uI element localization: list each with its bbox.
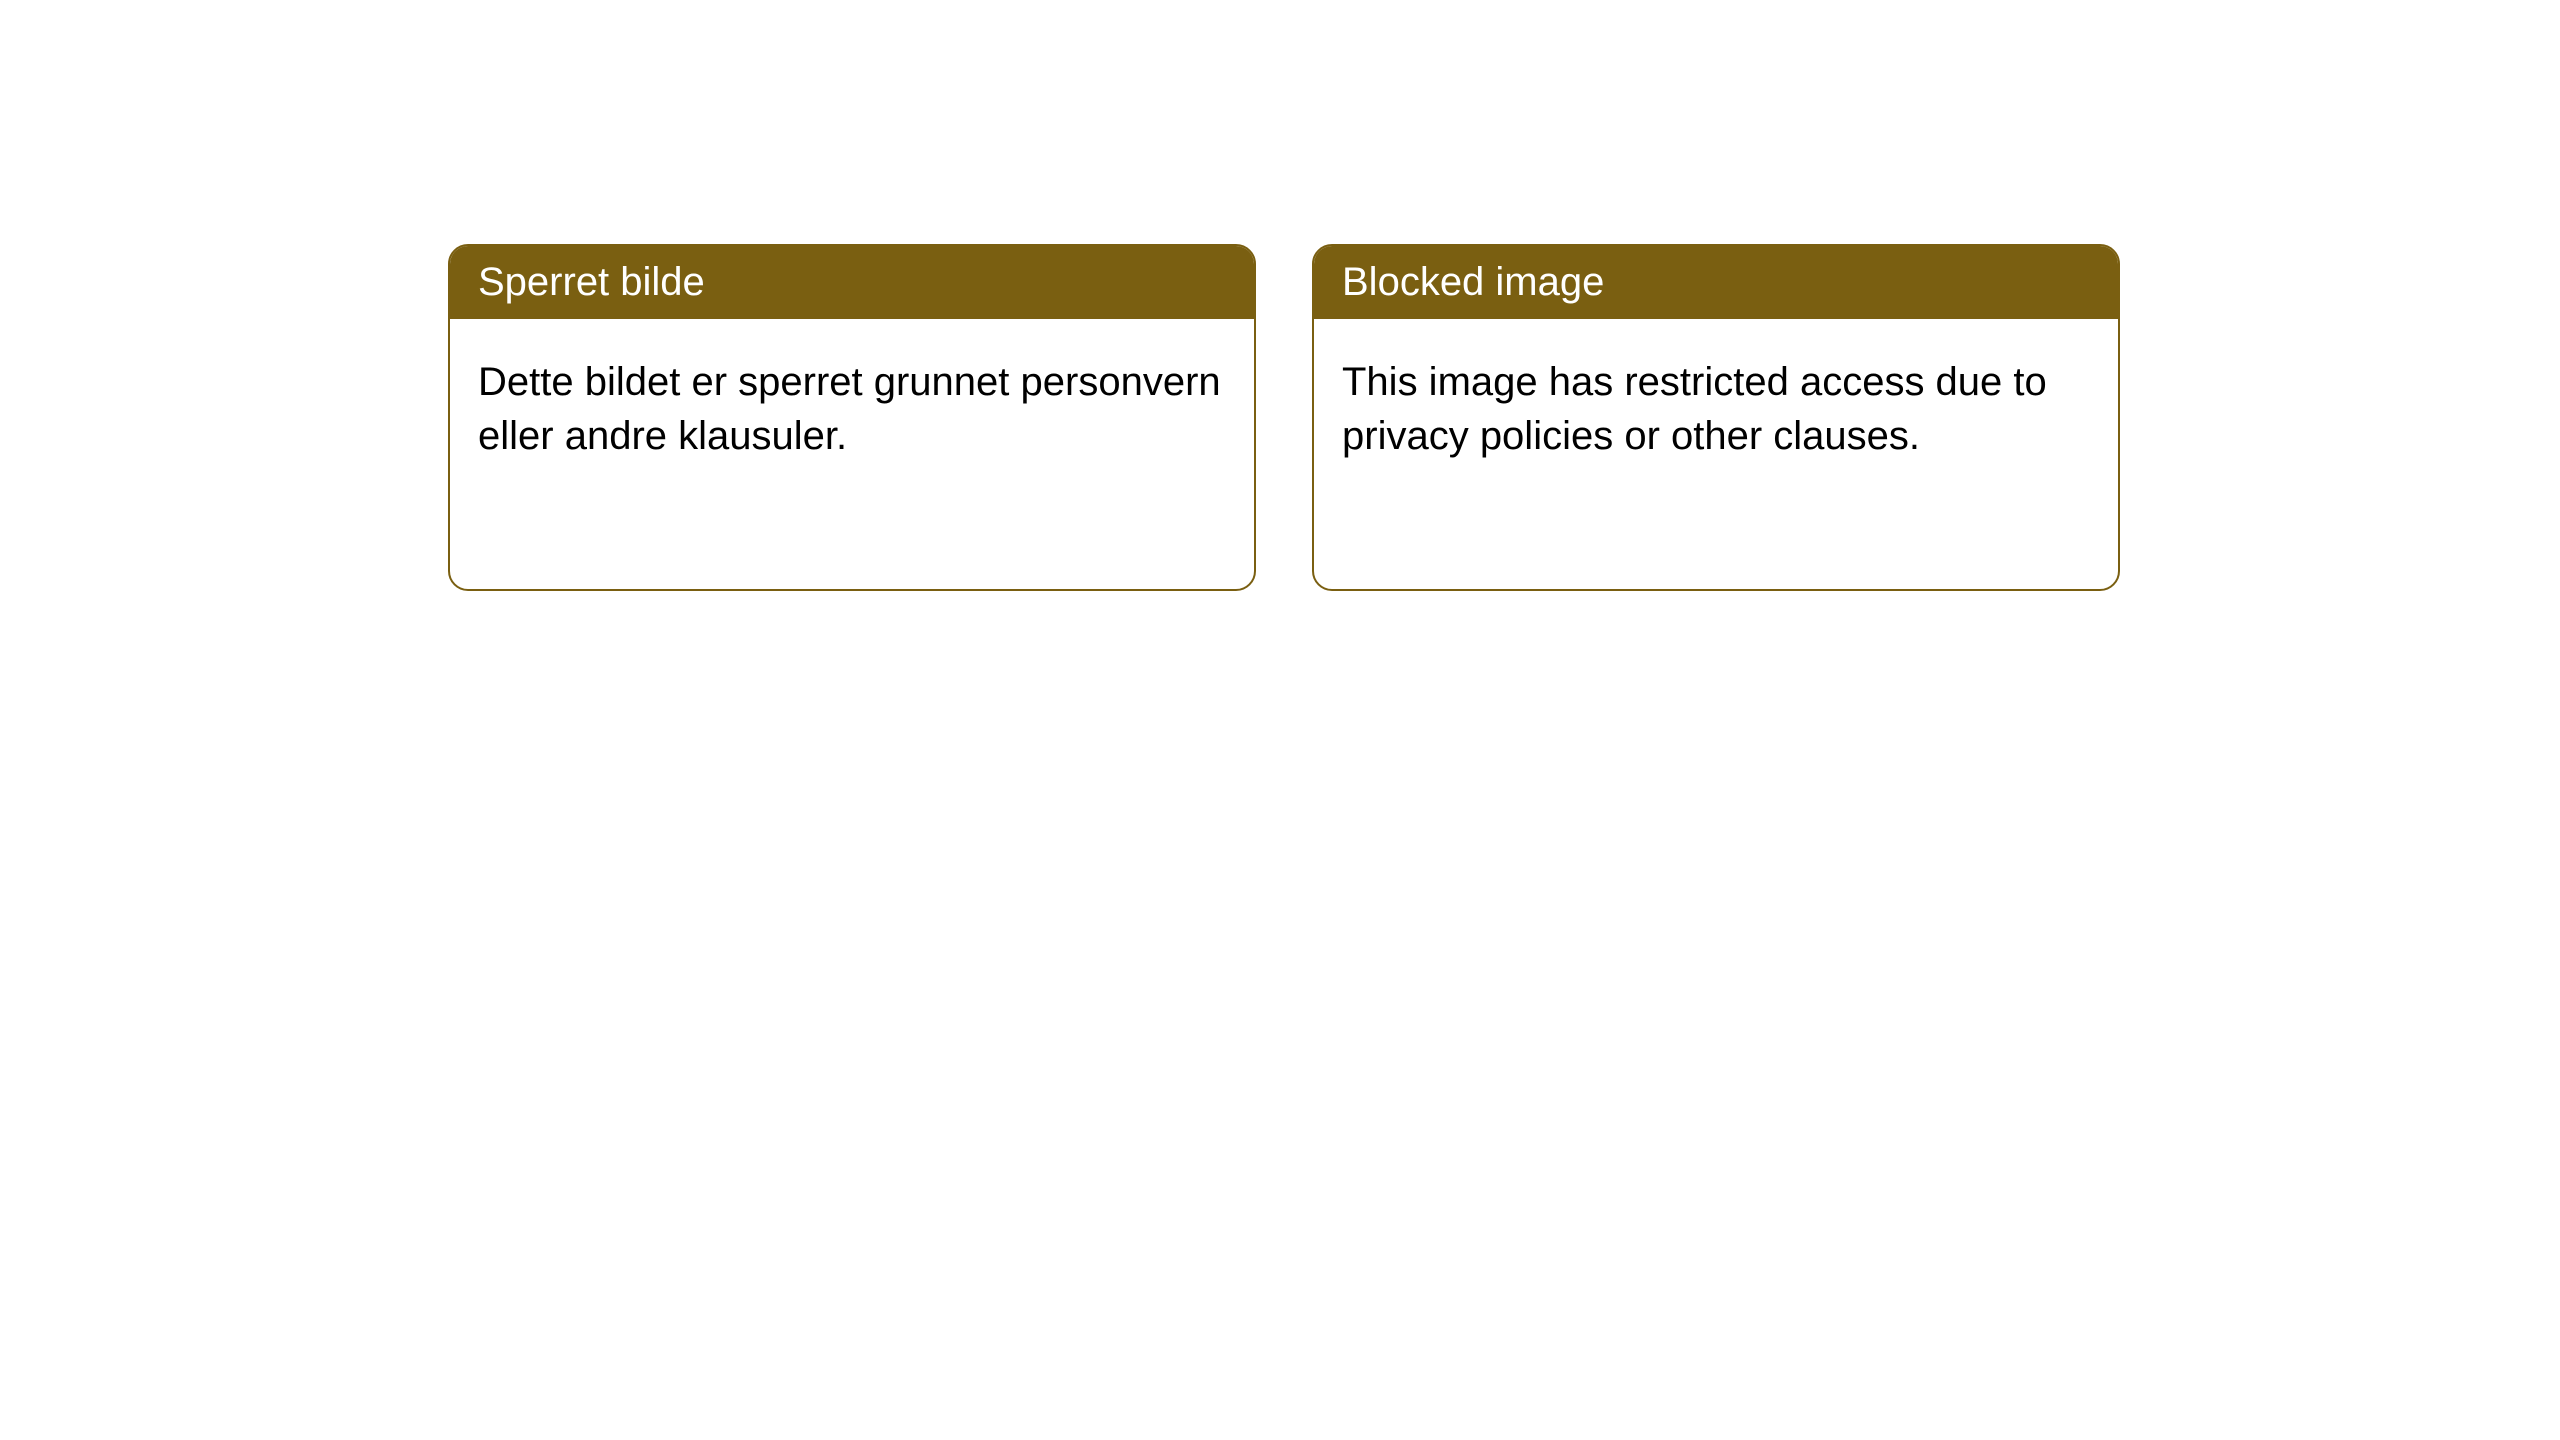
card-title: Sperret bilde [478,260,705,304]
notice-card-english: Blocked image This image has restricted … [1312,244,2120,591]
card-body-text: Dette bildet er sperret grunnet personve… [478,360,1221,458]
card-header: Blocked image [1314,246,2118,319]
card-body-text: This image has restricted access due to … [1342,360,2047,458]
notice-cards-container: Sperret bilde Dette bildet er sperret gr… [0,0,2560,591]
card-title: Blocked image [1342,260,1604,304]
card-header: Sperret bilde [450,246,1254,319]
card-body: This image has restricted access due to … [1314,319,2118,589]
notice-card-norwegian: Sperret bilde Dette bildet er sperret gr… [448,244,1256,591]
card-body: Dette bildet er sperret grunnet personve… [450,319,1254,589]
